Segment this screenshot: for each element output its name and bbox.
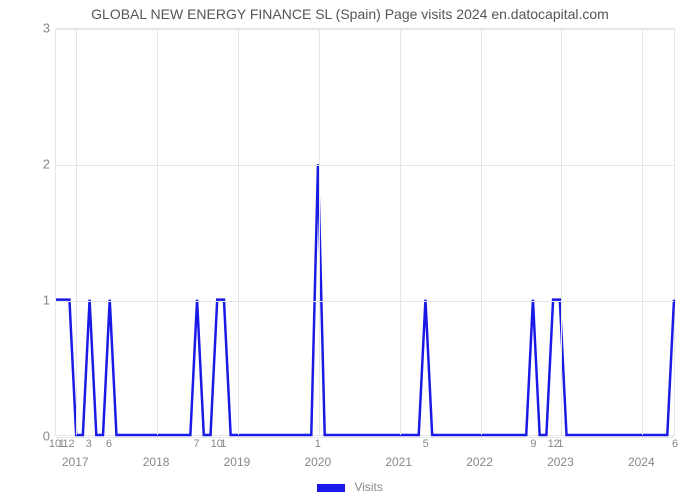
gridline-v <box>642 29 643 435</box>
gridline-v <box>76 29 77 435</box>
y-tick-label: 2 <box>10 157 50 172</box>
legend-swatch <box>317 484 345 492</box>
gridline-v <box>561 29 562 435</box>
x-year-label: 2020 <box>298 455 338 469</box>
y-tick-label: 1 <box>10 293 50 308</box>
gridline-v <box>481 29 482 435</box>
gridline-h <box>56 165 674 166</box>
plot-area <box>55 28 675 436</box>
x-year-label: 2019 <box>217 455 257 469</box>
x-month-label: 6 <box>660 438 690 450</box>
visits-line <box>56 164 674 435</box>
x-month-label: 1 <box>303 438 333 450</box>
x-year-label: 2021 <box>379 455 419 469</box>
x-year-label: 2022 <box>460 455 500 469</box>
x-month-label: 5 <box>411 438 441 450</box>
x-year-label: 2018 <box>136 455 176 469</box>
gridline-v <box>400 29 401 435</box>
gridline-h <box>56 29 674 30</box>
gridline-h <box>56 437 674 438</box>
line-series <box>56 29 674 435</box>
x-year-label: 2017 <box>55 455 95 469</box>
x-month-label: 6 <box>94 438 124 450</box>
visits-line-chart: GLOBAL NEW ENERGY FINANCE SL (Spain) Pag… <box>0 0 700 500</box>
y-tick-label: 3 <box>10 21 50 36</box>
x-year-label: 2024 <box>621 455 661 469</box>
legend-label: Visits <box>354 480 382 494</box>
gridline-v <box>157 29 158 435</box>
legend: Visits <box>0 480 700 494</box>
x-month-label: 1 <box>545 438 575 450</box>
gridline-v <box>319 29 320 435</box>
x-month-label: 1 <box>208 438 238 450</box>
gridline-v <box>238 29 239 435</box>
gridline-h <box>56 301 674 302</box>
x-year-label: 2023 <box>540 455 580 469</box>
chart-title: GLOBAL NEW ENERGY FINANCE SL (Spain) Pag… <box>0 6 700 22</box>
